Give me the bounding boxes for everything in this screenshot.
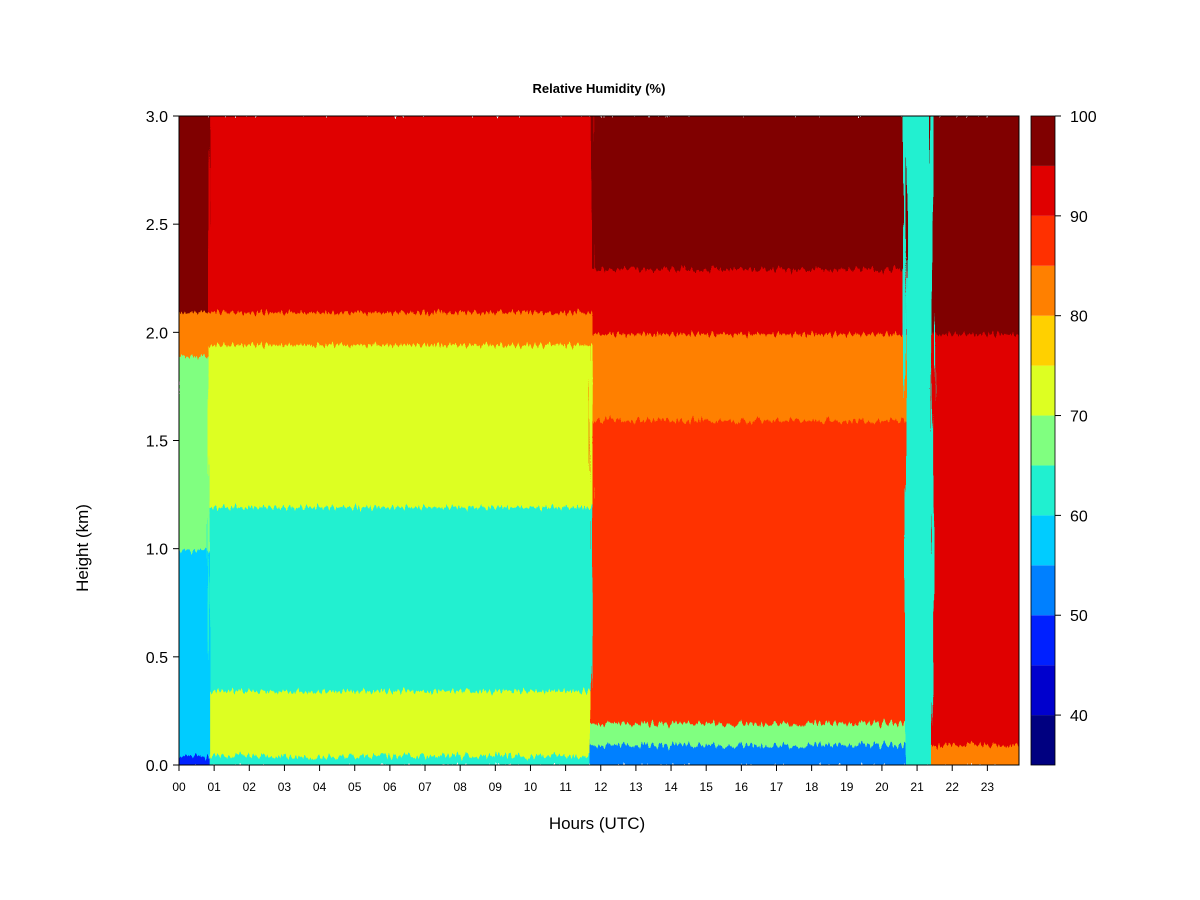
colorbar-bin [1031, 565, 1055, 616]
y-tick-label: 0.0 [146, 758, 168, 775]
x-tick-label: 03 [278, 780, 292, 794]
colorbar-bin [1031, 116, 1055, 166]
colorbar-tick-label: 60 [1070, 508, 1088, 525]
x-tick-label: 14 [664, 780, 678, 794]
x-axis-label: Hours (UTC) [549, 814, 645, 833]
x-axis: 00 01 02 03 04 05 06 07 08 09 10 11 12 13 14 15 16 17 18 19… [172, 765, 994, 794]
y-tick-label: 2.5 [146, 217, 168, 234]
x-tick-label: 10 [524, 780, 538, 794]
x-tick-label: 19 [840, 780, 854, 794]
heatmap-cell [591, 741, 909, 765]
heatmap-cell [208, 341, 596, 508]
heatmap-cell [591, 719, 909, 746]
x-tick-label: 23 [981, 780, 995, 794]
heatmap-cell [591, 116, 909, 270]
chart-title: Relative Humidity (%) [533, 81, 666, 96]
colorbar-bin [1031, 415, 1055, 466]
colorbar-bin [1031, 715, 1055, 765]
x-tick-label: 17 [770, 780, 784, 794]
y-tick-label: 3.0 [146, 109, 168, 126]
colorbar-frame [1030, 115, 1056, 766]
colorbar [1030, 115, 1056, 766]
x-tick-label: 11 [559, 780, 572, 794]
y-tick-label: 2.0 [146, 325, 168, 342]
x-tick-label: 08 [453, 780, 467, 794]
heatmap-cell [208, 116, 596, 313]
x-tick-label: 04 [313, 780, 327, 794]
heatmap-cell [932, 741, 1019, 765]
y-axis: 0.0 0.5 1.0 1.5 2.0 2.5 3.0 [146, 109, 179, 775]
x-tick-label: 22 [946, 780, 960, 794]
colorbar-bin [1031, 615, 1055, 666]
colorbar-bin [1031, 315, 1055, 366]
x-tick-label: 07 [418, 780, 432, 794]
x-tick-label: 06 [383, 780, 397, 794]
heatmap-cell [208, 503, 596, 692]
y-tick-label: 0.5 [146, 650, 168, 667]
x-tick-label: 15 [700, 780, 714, 794]
x-tick-label: 02 [243, 780, 257, 794]
heatmap-cell [932, 116, 1019, 335]
colorbar-bin [1031, 515, 1055, 566]
colorbar-tick-label: 90 [1070, 209, 1088, 226]
x-tick-label: 18 [805, 780, 819, 794]
colorbar-ticks: 40 50 60 70 80 90 100 [1055, 109, 1097, 725]
x-tick-label: 01 [207, 780, 221, 794]
colorbar-bin [1031, 215, 1055, 266]
x-tick-label: 09 [489, 780, 503, 794]
colorbar-tick-label: 70 [1070, 409, 1088, 426]
heatmap-cell [179, 546, 213, 757]
x-tick-label: 12 [594, 780, 608, 794]
x-tick-label: 16 [735, 780, 749, 794]
x-tick-label: 00 [172, 780, 186, 794]
x-tick-label: 05 [348, 780, 362, 794]
y-tick-label: 1.0 [146, 542, 168, 559]
heatmap-cell [591, 265, 909, 335]
heatmap-cell [179, 351, 213, 551]
colorbar-bin [1031, 465, 1055, 516]
colorbar-bin [1031, 665, 1055, 716]
colorbar-bin [1031, 165, 1055, 216]
heatmap-cell [208, 308, 596, 346]
heatmap-cell [179, 116, 213, 313]
colorbar-bin [1031, 365, 1055, 416]
x-tick-label: 21 [910, 780, 924, 794]
colorbar-bin [1031, 265, 1055, 316]
colorbar-tick-label: 50 [1070, 608, 1088, 625]
colorbar-tick-label: 100 [1070, 109, 1097, 126]
heatmap-cell [591, 330, 909, 421]
heatmap-cell [179, 308, 213, 356]
heatmap-cell [208, 687, 596, 757]
x-tick-label: 13 [629, 780, 643, 794]
heatmap-cell [932, 330, 1019, 746]
y-tick-label: 1.5 [146, 434, 168, 451]
colorbar-tick-label: 80 [1070, 309, 1088, 326]
x-tick-label: 20 [875, 780, 889, 794]
heatmap-cell [904, 116, 937, 765]
heatmap-area [179, 116, 1019, 765]
colorbar-tick-label: 40 [1070, 708, 1088, 725]
heatmap-cell [591, 416, 909, 724]
y-axis-label: Height (km) [73, 504, 92, 592]
